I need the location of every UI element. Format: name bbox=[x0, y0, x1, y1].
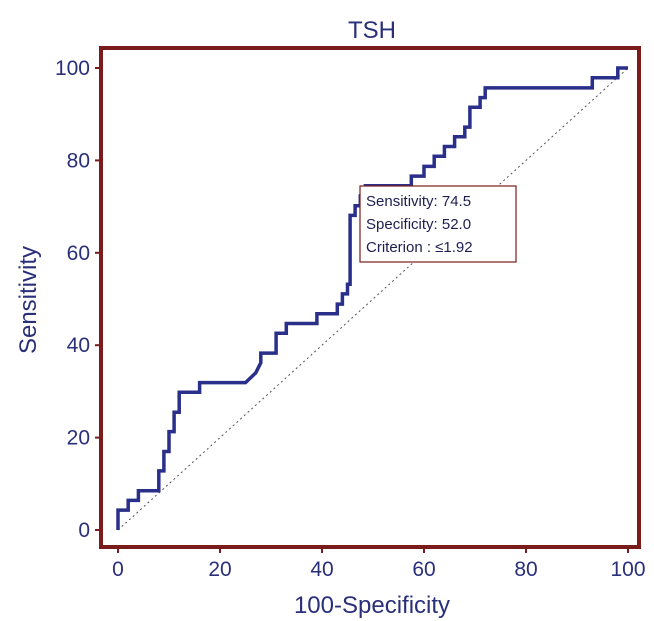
x-tick-label: 0 bbox=[112, 558, 124, 581]
x-tick-label: 40 bbox=[310, 558, 333, 581]
y-axis-label: Sensitivity bbox=[15, 246, 42, 354]
x-axis-ticks: 0 20 40 60 80 100 bbox=[112, 547, 646, 581]
plot-frame bbox=[99, 46, 641, 549]
reference-diagonal-line bbox=[117, 67, 629, 531]
y-tick-label: 60 bbox=[67, 242, 90, 265]
y-tick-label: 40 bbox=[67, 334, 90, 357]
y-tick-label: 100 bbox=[55, 57, 90, 80]
chart-title: TSH bbox=[348, 17, 396, 44]
x-tick-label: 100 bbox=[610, 558, 645, 581]
criterion-annotation: Sensitivity: 74.5 Specificity: 52.0 Crit… bbox=[359, 185, 517, 263]
y-tick-label: 0 bbox=[78, 519, 90, 542]
x-tick-label: 80 bbox=[514, 558, 537, 581]
y-tick-label: 80 bbox=[67, 149, 90, 172]
x-tick-label: 20 bbox=[208, 558, 231, 581]
y-tick-label: 20 bbox=[67, 427, 90, 450]
annotation-specificity: Specificity: 52.0 bbox=[366, 216, 471, 233]
roc-curve bbox=[116, 66, 628, 530]
x-axis-label: 100-Specificity bbox=[294, 592, 450, 619]
x-tick-label: 60 bbox=[412, 558, 435, 581]
annotation-criterion: Criterion : ≤1.92 bbox=[366, 239, 473, 256]
annotation-sensitivity: Sensitivity: 74.5 bbox=[366, 193, 471, 210]
annotation-box bbox=[359, 185, 517, 263]
y-axis-ticks: 0 20 40 60 80 100 bbox=[55, 57, 101, 542]
